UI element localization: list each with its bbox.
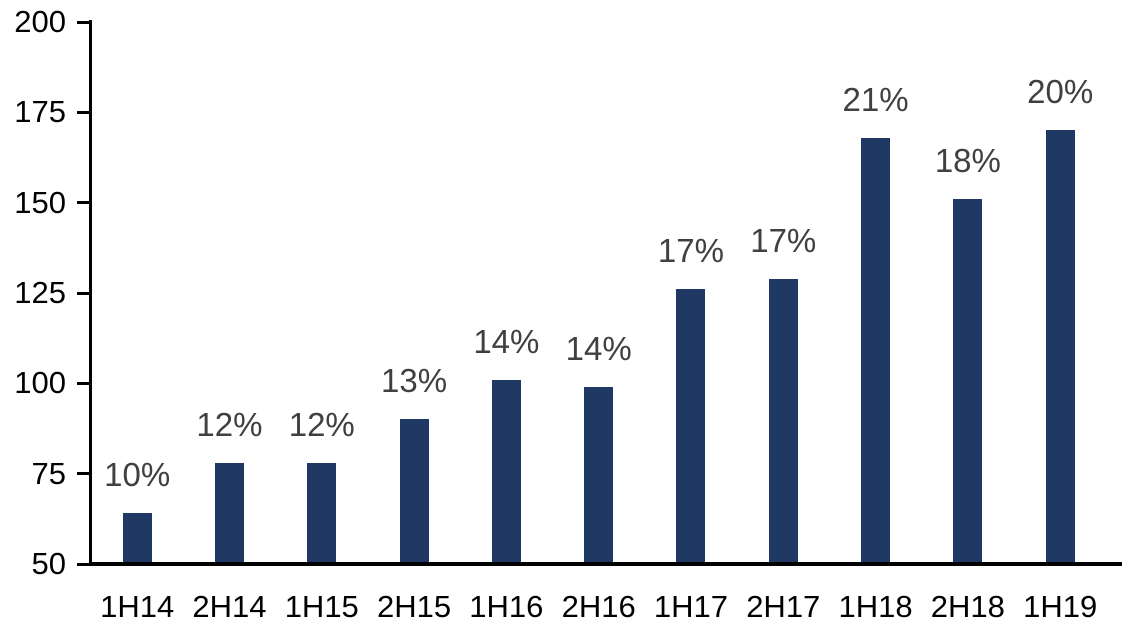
bar-data-label: 17%	[657, 232, 724, 270]
bar-data-label: 18%	[934, 142, 1001, 180]
bar-data-label: 12%	[196, 405, 263, 443]
y-axis-tick-mark	[77, 562, 89, 566]
x-axis-category-label: 1H16	[469, 589, 544, 624]
bar-1H16	[491, 379, 521, 564]
bar-data-label: 14%	[473, 322, 540, 360]
y-axis-tick-label: 175	[14, 94, 66, 130]
x-axis-category-label: 1H18	[838, 589, 913, 624]
bar-2H18	[953, 199, 983, 564]
y-axis-tick-mark	[77, 110, 89, 114]
x-axis-category-label: 1H14	[100, 589, 175, 624]
x-axis-category-label: 1H17	[653, 589, 728, 624]
x-axis-category-label: 2H17	[746, 589, 821, 624]
y-axis-tick-label: 125	[14, 275, 66, 310]
y-axis-tick-mark	[77, 381, 89, 385]
y-axis-tick-label: 200	[14, 4, 66, 39]
y-axis-tick-label: 75	[31, 455, 66, 491]
x-axis-category-label: 1H15	[284, 589, 359, 624]
x-axis-category-label: 2H16	[561, 589, 636, 624]
y-axis-tick-mark	[77, 291, 89, 295]
y-axis-line	[89, 20, 92, 566]
bar-1H14	[122, 513, 152, 564]
bar-2H15	[399, 419, 429, 564]
bar-2H16	[584, 386, 614, 564]
y-axis-tick-mark	[77, 20, 89, 24]
x-axis-category-label: 1H19	[1023, 589, 1098, 624]
bar-1H15	[307, 462, 337, 564]
y-axis-tick-label: 150	[14, 184, 66, 220]
y-axis-tick-label: 100	[14, 365, 66, 401]
x-axis-category-label: 2H18	[930, 589, 1005, 624]
bar-2H14	[214, 462, 244, 564]
bar-2H17	[768, 278, 798, 564]
y-axis-tick-mark	[77, 201, 89, 205]
bar-data-label: 21%	[842, 80, 909, 118]
y-axis-tick-label: 50	[31, 546, 66, 581]
bar-data-label: 20%	[1027, 73, 1094, 111]
x-axis-category-label: 2H14	[192, 589, 267, 624]
x-axis-category-label: 2H15	[376, 589, 452, 624]
bar-data-label: 12%	[288, 405, 355, 443]
bar-data-label: 17%	[750, 221, 817, 259]
x-axis-line	[89, 562, 1123, 566]
bar-data-label: 14%	[565, 329, 632, 367]
bar-1H19	[1045, 130, 1075, 564]
y-axis-tick-mark	[77, 472, 89, 476]
bar-data-label: 10%	[104, 456, 171, 494]
bar-1H17	[676, 289, 706, 564]
bar-data-label: 13%	[381, 362, 448, 400]
bar-1H18	[861, 137, 891, 564]
